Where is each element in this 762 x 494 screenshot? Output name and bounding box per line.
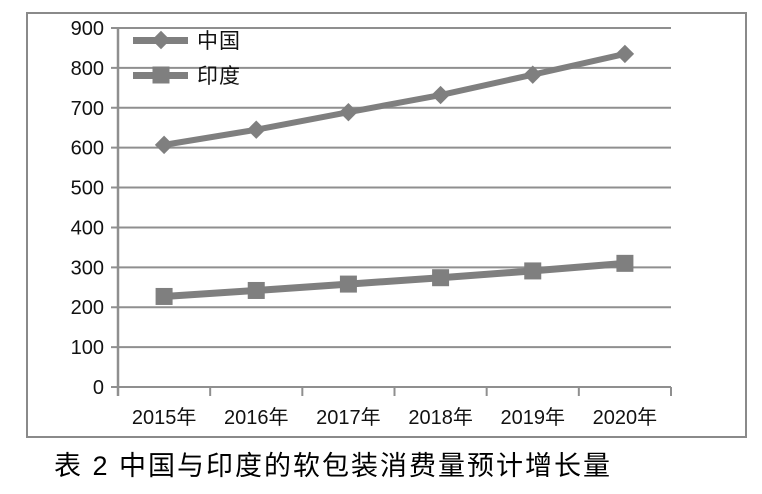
india-data-point — [339, 275, 357, 293]
y-axis-label: 600 — [71, 138, 104, 160]
china-line-sample — [133, 30, 188, 50]
india-data-point — [616, 254, 634, 272]
y-axis-label: 800 — [71, 58, 104, 80]
x-axis-label: 2018年 — [408, 406, 473, 429]
y-axis-label: 700 — [71, 98, 104, 120]
x-axis-label: 2015年 — [132, 406, 197, 429]
y-axis-label: 200 — [71, 297, 104, 319]
x-axis-label: 2020年 — [593, 406, 658, 429]
legend-item-india: 印度 — [133, 63, 241, 88]
legend-label-india: 印度 — [197, 65, 241, 88]
legend-item-china: 中国 — [133, 28, 241, 53]
india-line-sample — [133, 66, 188, 84]
india-data-point — [524, 262, 542, 280]
india-data-point — [155, 287, 173, 305]
china-data-point — [247, 120, 266, 139]
x-axis-label: 2019年 — [501, 406, 566, 429]
x-axis-label: 2017年 — [316, 406, 381, 429]
india-series-line — [163, 259, 626, 300]
china-data-point — [154, 135, 174, 155]
legend: 中国 印度 — [133, 28, 241, 88]
y-axis-label: 400 — [71, 217, 104, 239]
square-marker-icon — [152, 66, 169, 84]
y-axis-label: 900 — [71, 18, 104, 40]
india-data-point — [432, 269, 450, 287]
x-axis-label: 2016年 — [224, 406, 289, 429]
y-axis-label: 500 — [71, 178, 104, 200]
y-axis-label: 300 — [71, 257, 104, 279]
y-axis-label: 100 — [71, 337, 104, 359]
china-data-point — [523, 65, 542, 84]
china-series-line — [163, 51, 626, 148]
y-axis-label: 0 — [93, 377, 104, 399]
china-data-point — [431, 85, 450, 105]
chart-caption: 表 2 中国与印度的软包装消费量预计增长量 — [54, 451, 613, 481]
india-data-point — [247, 281, 265, 299]
china-data-point — [615, 44, 635, 64]
legend-label-china: 中国 — [197, 30, 241, 53]
china-data-point — [339, 102, 358, 122]
chart-frame — [26, 12, 747, 438]
diamond-marker-icon — [151, 30, 170, 50]
